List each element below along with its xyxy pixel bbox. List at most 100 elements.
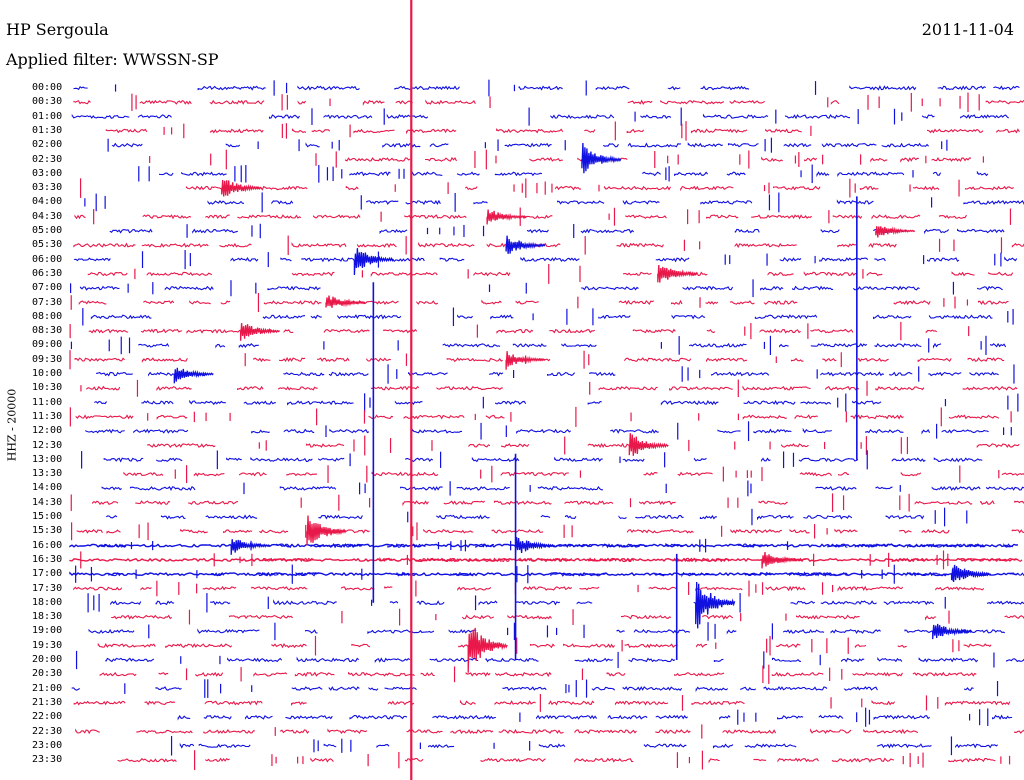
trace-segment [830, 100, 840, 105]
trace-segment [626, 529, 694, 534]
trace-segment [323, 329, 370, 334]
trace-segment [94, 400, 108, 405]
trace-segment [420, 672, 435, 677]
trace-segment [620, 614, 672, 620]
trace-segment [622, 458, 645, 463]
event-burst [505, 235, 546, 254]
trace-segment [111, 614, 173, 620]
trace-segment [695, 643, 708, 648]
trace-segment [690, 128, 748, 134]
trace-segment [279, 486, 337, 491]
trace-segment [722, 729, 777, 734]
trace-row [177, 707, 1013, 727]
trace-segment [294, 671, 335, 678]
event-burst [628, 433, 669, 456]
trace-segment [859, 185, 879, 191]
trace-segment [105, 128, 148, 134]
trace-segment [925, 329, 938, 334]
trace-segment [767, 271, 794, 277]
trace-segment [344, 157, 411, 162]
trace-segment [406, 729, 443, 734]
trace-segment [648, 586, 677, 591]
trace-segment [87, 271, 128, 277]
trace-segment [614, 700, 669, 706]
trace-segment [75, 414, 134, 420]
time-label: 01:00 [32, 110, 63, 122]
trace-segment [146, 271, 213, 277]
trace-segment [230, 257, 259, 262]
trace-segment [783, 143, 812, 148]
trace-row [82, 307, 1014, 327]
trace-row [107, 137, 948, 153]
time-label: 09:30 [32, 353, 63, 365]
trace-segment [925, 615, 937, 621]
trace-segment [395, 100, 413, 105]
trace-segment [362, 99, 385, 107]
trace-segment [933, 457, 983, 463]
trace-segment [253, 672, 288, 677]
trace-segment [140, 328, 183, 334]
trace-row [69, 350, 1005, 370]
trace-segment [101, 486, 122, 491]
event-burst [761, 552, 802, 569]
trace-segment [802, 427, 832, 434]
trace-segment [205, 514, 258, 520]
time-label: 00:00 [32, 82, 63, 93]
filter-name: WWSSN-SP [122, 50, 219, 69]
trace-segment [932, 342, 942, 349]
trace-segment [186, 329, 243, 334]
trace-segment [197, 628, 260, 634]
trace-row [73, 580, 985, 597]
event-burst [230, 539, 271, 555]
trace-row [99, 664, 977, 684]
trace-segment [353, 128, 395, 134]
time-label: 22:30 [32, 725, 63, 737]
trace-segment [73, 257, 111, 262]
trace-segment [554, 185, 581, 191]
event-burst [467, 627, 508, 673]
trace-row [73, 79, 1020, 97]
time-label: 05:00 [32, 225, 63, 236]
trace-segment [941, 429, 989, 434]
trace-segment [921, 429, 931, 435]
trace-segment [198, 743, 251, 748]
trace-segment [443, 500, 486, 505]
time-label: 20:00 [32, 654, 63, 665]
trace-segment [133, 428, 189, 434]
trace-row [101, 480, 1024, 497]
time-label: 20:30 [32, 668, 63, 680]
trace-segment [379, 228, 408, 235]
trace-segment [268, 114, 300, 120]
trace-segment [622, 686, 683, 692]
trace-segment [873, 314, 912, 320]
trace-segment [865, 429, 904, 434]
trace-segment [457, 314, 474, 319]
trace-segment [818, 714, 844, 719]
trace-segment [402, 500, 429, 507]
trace-segment [436, 385, 503, 391]
trace-row [138, 164, 989, 184]
trace-segment [473, 200, 488, 205]
trace-segment [665, 543, 685, 548]
trace-segment [203, 715, 232, 720]
trace-row [105, 507, 968, 527]
trace-row [70, 279, 1003, 298]
event-burst [221, 180, 262, 197]
trace-segment [529, 156, 563, 162]
trace-segment [106, 529, 121, 534]
trace-segment [775, 643, 801, 648]
trace-segment [262, 314, 306, 320]
trace-segment [91, 500, 119, 506]
trace-segment [253, 357, 271, 363]
trace-segment [177, 714, 191, 721]
time-label: 17:00 [32, 568, 63, 580]
trace-segment [243, 400, 276, 405]
trace-segment [279, 729, 310, 734]
time-label: 06:30 [32, 267, 63, 279]
trace-segment [967, 357, 1005, 362]
trace-segment [948, 757, 996, 763]
trace-segment [742, 385, 811, 391]
trace-segment [625, 214, 667, 219]
trace-row [117, 750, 1011, 771]
trace-segment [526, 228, 549, 234]
